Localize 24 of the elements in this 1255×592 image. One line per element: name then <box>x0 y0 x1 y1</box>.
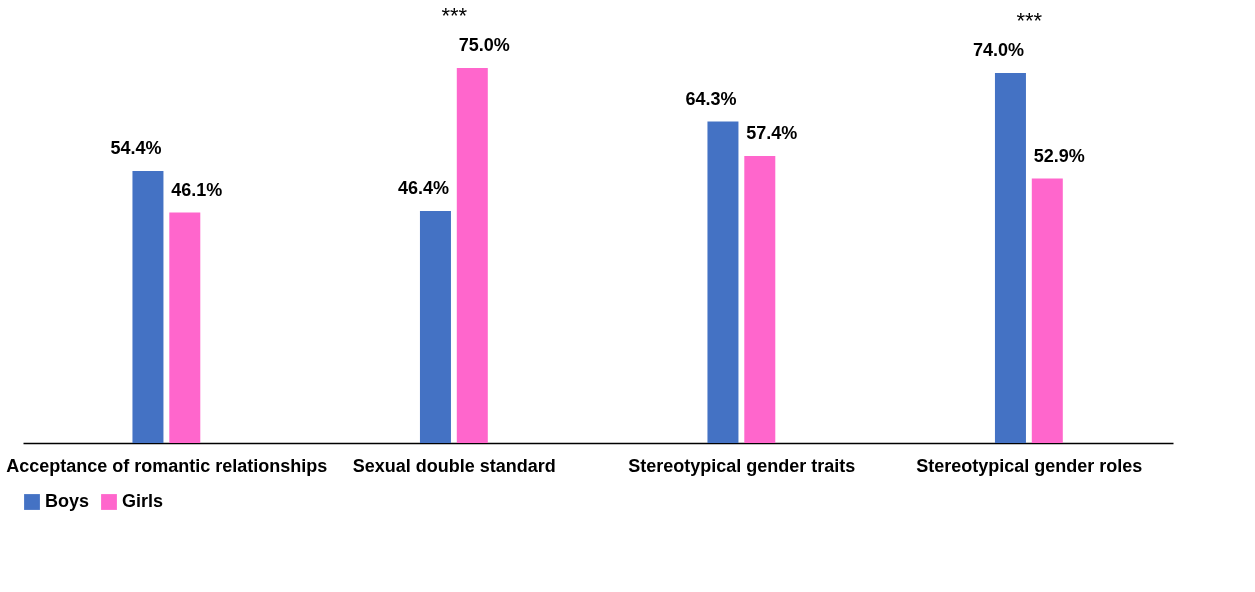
x-tick-label: Stereotypical gender traits <box>628 455 856 476</box>
bar <box>419 211 451 443</box>
data-label: 52.9% <box>1033 145 1085 166</box>
bar <box>1031 178 1063 443</box>
bar <box>169 212 201 443</box>
bar <box>132 171 164 443</box>
bar <box>707 121 739 443</box>
x-tick-label: Stereotypical gender roles <box>916 455 1143 476</box>
bar <box>744 156 776 443</box>
x-tick-label: Acceptance of romantic relationships <box>6 455 328 476</box>
annotation: *** <box>441 3 468 28</box>
data-label: 57.4% <box>746 123 798 143</box>
bar <box>456 68 488 443</box>
data-label: 64.3% <box>685 88 737 109</box>
legend-label: Boys <box>45 491 90 511</box>
data-label: 54.4% <box>110 138 162 158</box>
data-label: 46.4% <box>397 178 449 198</box>
data-label: 74.0% <box>972 40 1024 60</box>
data-label: 75.0% <box>458 35 510 55</box>
data-label: 46.1% <box>171 179 223 200</box>
legend-label: Girls <box>122 491 164 511</box>
x-tick-label: Sexual double standard <box>352 455 556 476</box>
annotation: *** <box>1016 8 1043 33</box>
bar <box>994 73 1026 443</box>
